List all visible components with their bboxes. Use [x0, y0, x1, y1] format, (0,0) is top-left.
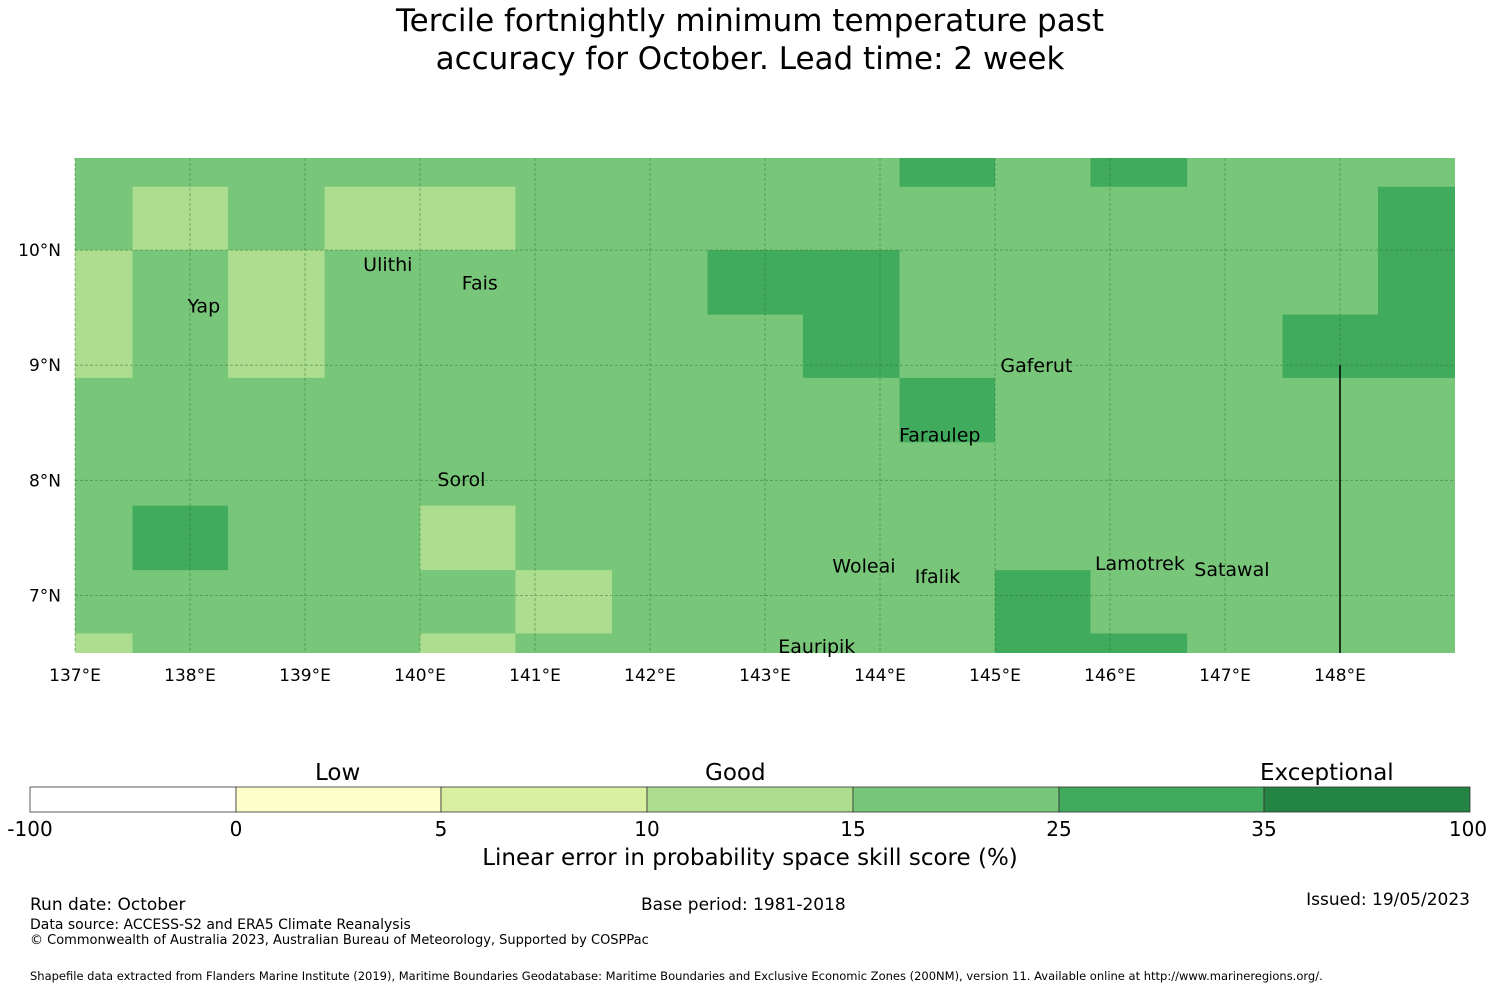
lon-tick-label: 142°E [624, 666, 676, 686]
title-line-2: accuracy for October. Lead time: 2 week [435, 41, 1065, 77]
place-label: Faraulep [899, 424, 980, 446]
place-label: Satawal [1194, 559, 1269, 581]
skill-cell [515, 570, 613, 634]
lon-tick-label: 147°E [1199, 666, 1251, 686]
colorbar [29, 786, 1471, 813]
skill-cell [802, 314, 900, 378]
place-label: Lamotrek [1095, 553, 1185, 575]
colorbar-tick-2: 5 [434, 817, 448, 841]
colorbar-tick-7: 100 [1448, 817, 1488, 841]
lon-tick-label: 138°E [164, 666, 216, 686]
colorbar-tick-3: 10 [634, 817, 660, 841]
lon-tick-label: 143°E [739, 666, 791, 686]
place-label: Ifalik [915, 566, 961, 588]
skill-cell [324, 186, 516, 251]
lat-tick-label: 7°N [29, 586, 61, 606]
colorbar-category-exceptional: Exceptional [1260, 760, 1394, 786]
colorbar-swatch [1263, 786, 1471, 813]
skill-cell [899, 158, 995, 187]
lon-tick-label: 145°E [969, 666, 1021, 686]
colorbar-tick-1: 0 [229, 817, 243, 841]
run-date: Run date: October [30, 895, 186, 915]
lon-tick-label: 141°E [509, 666, 561, 686]
lon-tick-label: 139°E [279, 666, 331, 686]
place-label: Eauripik [778, 636, 855, 658]
colorbar-tick-4: 15 [840, 817, 866, 841]
skill-cell [995, 570, 1091, 653]
colorbar-swatch [852, 786, 1060, 813]
map-background [75, 158, 1455, 653]
colorbar-category-low: Low [315, 760, 361, 786]
colorbar-tick-6: 35 [1251, 817, 1277, 841]
skill-cell [132, 505, 228, 571]
skill-cell [1282, 314, 1378, 378]
title-line-1: Tercile fortnightly minimum temperature … [396, 3, 1104, 39]
place-label: Ulithi [363, 254, 412, 276]
skill-cell [1090, 158, 1188, 187]
place-label: Fais [462, 272, 498, 294]
place-label: Gaferut [1000, 355, 1072, 377]
lon-tick-label: 148°E [1314, 666, 1366, 686]
lon-tick-label: 146°E [1084, 666, 1136, 686]
copyright: © Commonwealth of Australia 2023, Austra… [30, 933, 649, 948]
map-plot: Ulithi Fais Yap Gaferut Faraulep Sorol Woleai I… [18, 158, 1455, 686]
data-source: Data source: ACCESS-S2 and ERA5 Climate … [30, 917, 411, 933]
skill-cell [132, 186, 228, 251]
colorbar-category-good: Good [705, 760, 766, 786]
lat-tick-label: 10°N [18, 241, 61, 261]
lon-tick-label: 144°E [854, 666, 906, 686]
lat-tick-label: 9°N [29, 356, 61, 376]
issued-date: Issued: 19/05/2023 [1306, 890, 1470, 910]
chart-title: Tercile fortnightly minimum temperature … [0, 2, 1500, 78]
place-label: Yap [186, 295, 220, 317]
lat-tick-label: 8°N [29, 471, 61, 491]
skill-cell [75, 250, 133, 378]
skill-cell [420, 633, 516, 653]
colorbar-swatch [29, 786, 237, 813]
colorbar-tick-0: -100 [7, 817, 53, 841]
colorbar-swatch [235, 786, 442, 813]
lon-tick-label: 140°E [394, 666, 446, 686]
lon-tick-label: 137°E [49, 666, 101, 686]
colorbar-tick-5: 25 [1046, 817, 1072, 841]
shapefile-credit: Shapefile data extracted from Flanders M… [30, 969, 1323, 983]
skill-cell [227, 250, 325, 378]
skill-cell [1377, 314, 1455, 378]
skill-cell [75, 633, 133, 653]
skill-cell [1090, 633, 1188, 653]
colorbar-swatch [1058, 786, 1265, 813]
colorbar-label: Linear error in probability space skill … [482, 845, 1018, 871]
skill-cell [1377, 186, 1455, 315]
skill-cell [420, 505, 516, 571]
base-period: Base period: 1981-2018 [641, 895, 846, 915]
place-label: Woleai [832, 556, 895, 578]
skill-cell [707, 250, 900, 315]
place-label: Sorol [437, 469, 485, 491]
colorbar-swatch [440, 786, 648, 813]
colorbar-swatch [646, 786, 854, 813]
skill-cell [899, 377, 995, 443]
